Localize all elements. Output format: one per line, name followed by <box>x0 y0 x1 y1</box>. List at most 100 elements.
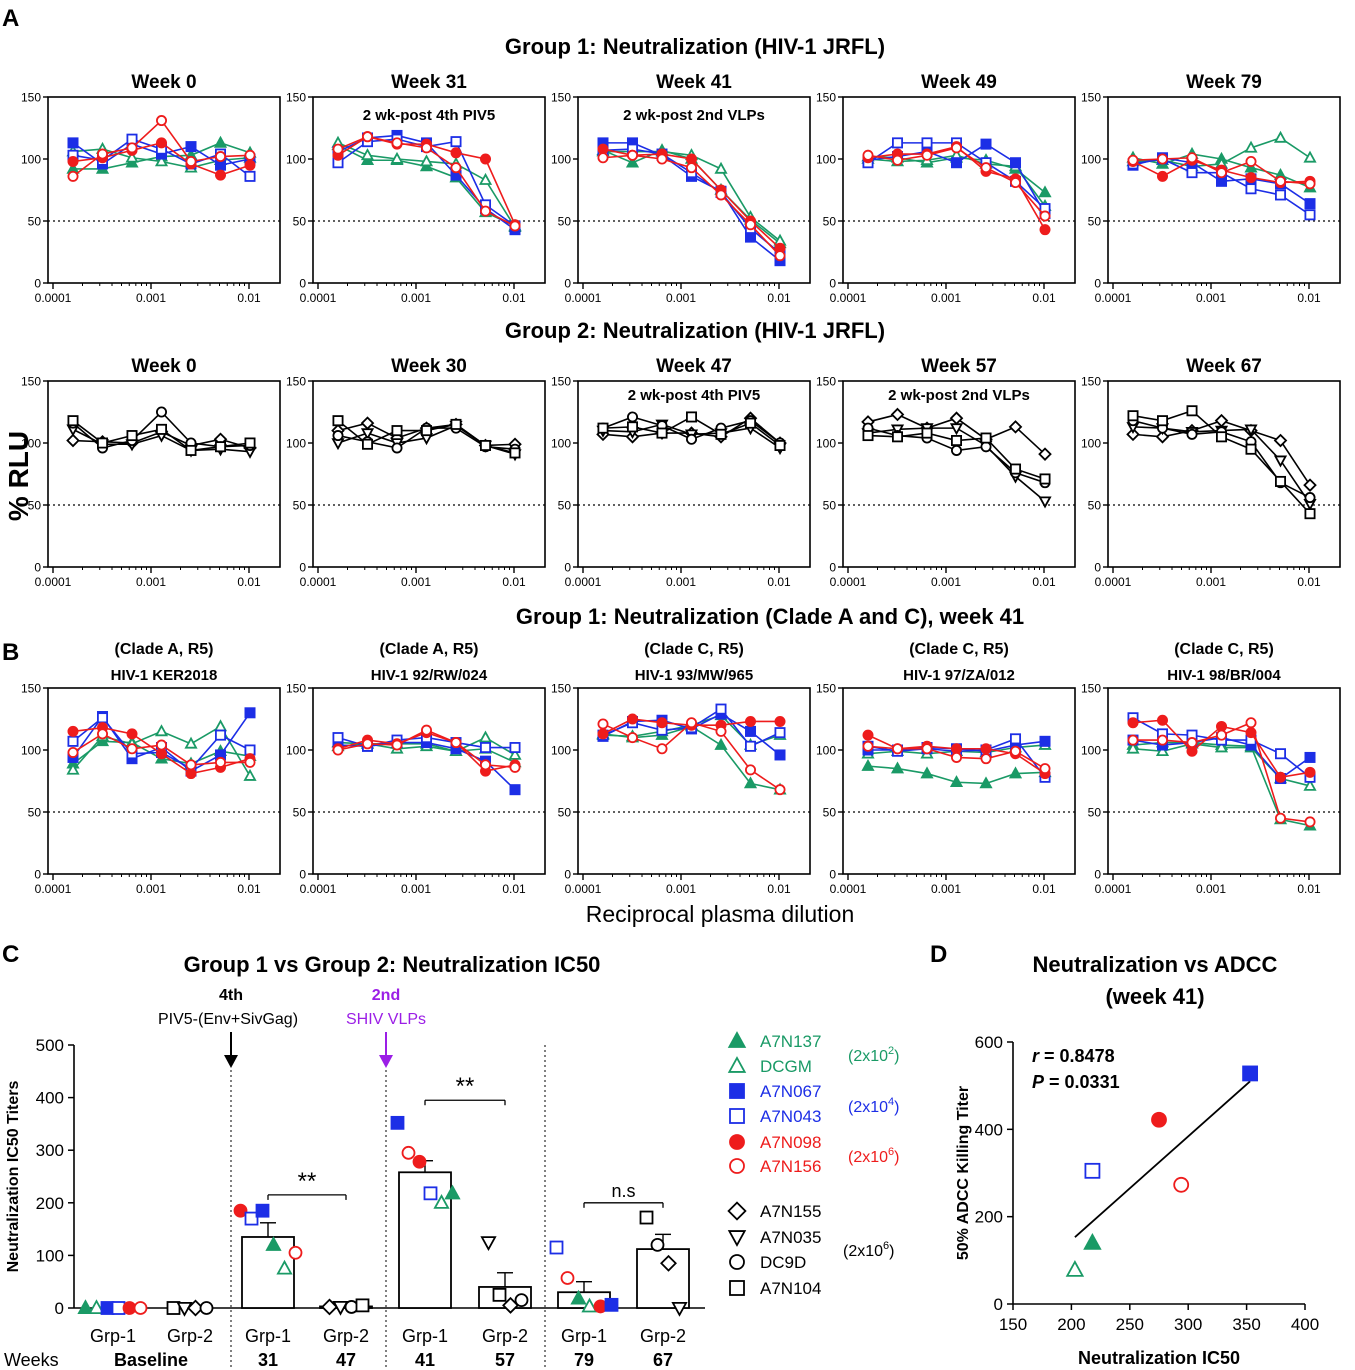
scatter-point-A7N098 <box>1151 1111 1167 1128</box>
data-point-A7N156 <box>1304 178 1316 190</box>
week-label: 67 <box>653 1350 673 1370</box>
y-tick-label: 150 <box>816 91 836 105</box>
data-point-DCGM <box>478 730 493 743</box>
arrow2-label-line2: SHIV VLPs <box>346 1011 426 1028</box>
x-tick-label: 0.0001 <box>1095 575 1132 589</box>
data-point-DCGM <box>1273 130 1288 143</box>
bar-x-label: Grp-1 <box>90 1326 136 1346</box>
y-tick-label: 150 <box>551 91 571 105</box>
x-tick-label: 0.001 <box>931 575 961 589</box>
x-tick-label: 0.01 <box>502 882 526 896</box>
y-tick-label: 0 <box>299 277 306 291</box>
y-tick-label: 150 <box>1081 91 1101 105</box>
line-plot-2-0: (Clade A, R5) HIV-1 KER2018 0 50 100 150 0.000… <box>21 641 281 896</box>
y-tick-label: 150 <box>551 682 571 696</box>
plot-title: Week 67 <box>1186 356 1262 377</box>
legend-label-A7N155: A7N155 <box>760 1202 821 1221</box>
y-tick-label: 50 <box>558 499 572 513</box>
data-point-A7N156 <box>215 756 227 768</box>
data-point-A7N156 <box>450 162 462 174</box>
bar-y-tick-label: 200 <box>36 1194 64 1213</box>
data-point-A7N104 <box>1216 431 1228 443</box>
arrow2-label-line1: 2nd <box>372 987 400 1004</box>
y-tick-label: 100 <box>21 437 41 451</box>
bar-point-A7N155 <box>660 1254 677 1272</box>
data-point-A7N156 <box>362 131 374 143</box>
bar-y-tick-label: 500 <box>36 1036 64 1055</box>
data-point-A7N043 <box>1010 733 1022 745</box>
legend-dose-exponent: 4 <box>888 1096 894 1108</box>
data-point-A7N104 <box>362 438 374 450</box>
plot-frame <box>312 380 546 568</box>
bar-x-label: Grp-2 <box>482 1326 528 1346</box>
legend-marker-A7N035 <box>727 1230 747 1247</box>
data-point-A7N137 <box>1008 766 1023 779</box>
bar-y-tick-label: 400 <box>36 1089 64 1108</box>
scatter-y-tick-label: 0 <box>994 1295 1003 1314</box>
group1-title: Group 1: Neutralization (HIV-1 JRFL) <box>505 34 885 59</box>
data-point-A7N098 <box>1127 717 1139 729</box>
data-point-A7N104 <box>421 425 433 437</box>
bar-point-A7N043 <box>244 1211 259 1226</box>
data-point-A7N156 <box>244 756 256 768</box>
data-point-A7N043 <box>244 170 256 182</box>
data-point-A7N067 <box>244 707 256 719</box>
adcc-scatter-chart: 0 200 400 600 150 200 250 300 350 400 Neutralizati… <box>955 1033 1319 1368</box>
legend-label-A7N104: A7N104 <box>760 1279 821 1298</box>
plot-frame <box>577 380 811 568</box>
data-point-A7N156 <box>774 784 786 796</box>
data-point-A7N043 <box>332 732 344 744</box>
data-point-A7N156 <box>362 738 374 750</box>
scatter-x-axis-label: Neutralization IC50 <box>1078 1348 1240 1368</box>
y-tick-label: 100 <box>816 437 836 451</box>
data-point-A7N156 <box>1216 167 1228 179</box>
data-point-A7N156 <box>1245 155 1257 167</box>
data-point-A7N104 <box>480 439 492 451</box>
y-tick-label: 50 <box>558 806 572 820</box>
y-tick-label: 50 <box>1088 215 1102 229</box>
plot-subtitle: HIV-1 98/BR/004 <box>1167 667 1281 684</box>
x-tick-label: 0.001 <box>136 291 166 305</box>
scatter-x-tick-label: 150 <box>999 1315 1027 1334</box>
data-point-A7N156 <box>185 759 197 771</box>
panel-b-letter: B <box>2 639 19 666</box>
data-point-A7N043 <box>745 740 757 752</box>
y-tick-label: 0 <box>34 277 41 291</box>
y-tick-label: 50 <box>823 806 837 820</box>
x-tick-label: 0.001 <box>401 575 431 589</box>
data-point-A7N156 <box>509 220 521 232</box>
data-point-A7N137 <box>861 758 875 771</box>
data-point-DCGM <box>1244 140 1258 153</box>
x-axis-label-dilution: Reciprocal plasma dilution <box>586 901 854 927</box>
data-point-A7N043 <box>1275 748 1287 760</box>
y-tick-label: 0 <box>299 868 306 882</box>
x-tick-label: 0.01 <box>1032 291 1056 305</box>
data-point-A7N067 <box>774 749 786 761</box>
data-point-A7N156 <box>627 732 639 744</box>
data-point-A7N156 <box>1010 745 1022 757</box>
data-point-A7N043 <box>97 712 109 724</box>
y-tick-label: 50 <box>28 499 42 513</box>
data-point-A7N156 <box>774 250 786 262</box>
data-point-A7N104 <box>1304 508 1316 520</box>
data-point-A7N156 <box>450 737 462 749</box>
data-point-A7N156 <box>627 149 639 161</box>
data-point-A7N156 <box>509 761 521 773</box>
bar-y-tick-label: 0 <box>55 1299 64 1318</box>
data-point-A7N104 <box>774 439 786 451</box>
plot-title: Week 30 <box>391 356 467 377</box>
data-point-A7N155 <box>66 433 80 448</box>
data-point-A7N156 <box>1304 816 1316 828</box>
data-point-A7N104 <box>1127 410 1139 422</box>
data-point-A7N156 <box>656 153 668 165</box>
data-point-DC9D <box>627 411 639 423</box>
data-point-A7N098 <box>1275 771 1287 783</box>
data-point-A7N155 <box>1126 427 1140 442</box>
x-tick-label: 0.0001 <box>830 575 867 589</box>
data-point-A7N104 <box>921 427 933 439</box>
legend-label-A7N035: A7N035 <box>760 1228 821 1247</box>
plot-title: (Clade C, R5) <box>909 641 1009 658</box>
panel-a-letter: A <box>2 5 19 32</box>
data-point-A7N035 <box>360 428 375 441</box>
data-point-A7N043 <box>1186 167 1198 179</box>
